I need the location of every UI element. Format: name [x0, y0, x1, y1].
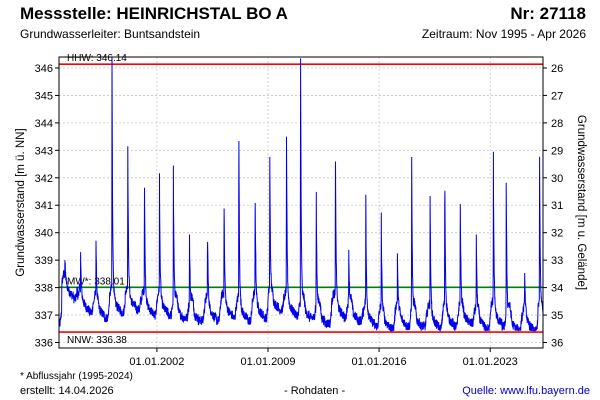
series-line	[58, 56, 544, 333]
created-date: erstellt: 14.04.2026	[20, 385, 114, 397]
y-axis-label-right: Grundwasserstand [m u. Gelände]	[575, 115, 587, 290]
y-tick-label-left: 346	[35, 63, 53, 75]
plot-frame	[58, 56, 544, 349]
y-tick-label-right: 31	[551, 200, 563, 212]
y-axis-label-left: Grundwasserstand [m ü. NN]	[15, 128, 27, 276]
y-tick-label-left: 344	[35, 118, 53, 130]
y-tick-label-left: 337	[35, 310, 53, 322]
y-tick-label-left: 345	[35, 90, 53, 102]
reference-label-min: NNW: 336.38	[67, 335, 127, 346]
y-tick-label-left: 343	[35, 145, 53, 157]
reference-label-max: HHW: 346.14	[67, 53, 127, 64]
axes: 336 337 338 339 340 341 342 343 344 345 346 26 27 28 2…	[35, 63, 564, 368]
rawdata-note: - Rohdaten -	[284, 385, 346, 397]
y-tick-label-left: 338	[35, 283, 53, 295]
x-tick-label: 01.01.2009	[240, 356, 295, 368]
y-tick-label-right: 27	[551, 90, 563, 102]
source-link[interactable]: Quelle: www.lfu.bayern.de	[462, 385, 590, 397]
y-tick-label-left: 336	[35, 338, 53, 350]
station-number: Nr: 27118	[510, 4, 586, 23]
x-tick-label: 01.01.2023	[463, 356, 518, 368]
period-label: Zeitraum: Nov 1995 - Apr 2026	[421, 27, 586, 41]
x-tick-label: 01.01.2002	[129, 356, 184, 368]
y-tick-label-left: 339	[35, 255, 53, 267]
station-title: Messstelle: HEINRICHSTAL BO A	[20, 4, 288, 23]
aquifer-label: Grundwasserleiter: Buntsandstein	[20, 27, 201, 41]
y-tick-label-right: 36	[551, 338, 563, 350]
y-tick-label-right: 34	[551, 283, 563, 295]
y-tick-label-right: 33	[551, 255, 563, 267]
y-tick-label-left: 342	[35, 173, 53, 185]
y-tick-label-right: 35	[551, 310, 563, 322]
x-tick-label: 01.01.2016	[352, 356, 407, 368]
y-tick-label-right: 29	[551, 145, 563, 157]
y-tick-label-left: 341	[35, 200, 53, 212]
y-tick-label-right: 26	[551, 63, 563, 75]
y-tick-label-left: 340	[35, 228, 53, 240]
y-tick-label-right: 28	[551, 118, 563, 130]
y-tick-label-right: 32	[551, 228, 563, 240]
footnote: * Abflussjahr (1995-2024)	[20, 371, 133, 382]
y-tick-label-right: 30	[551, 173, 563, 185]
